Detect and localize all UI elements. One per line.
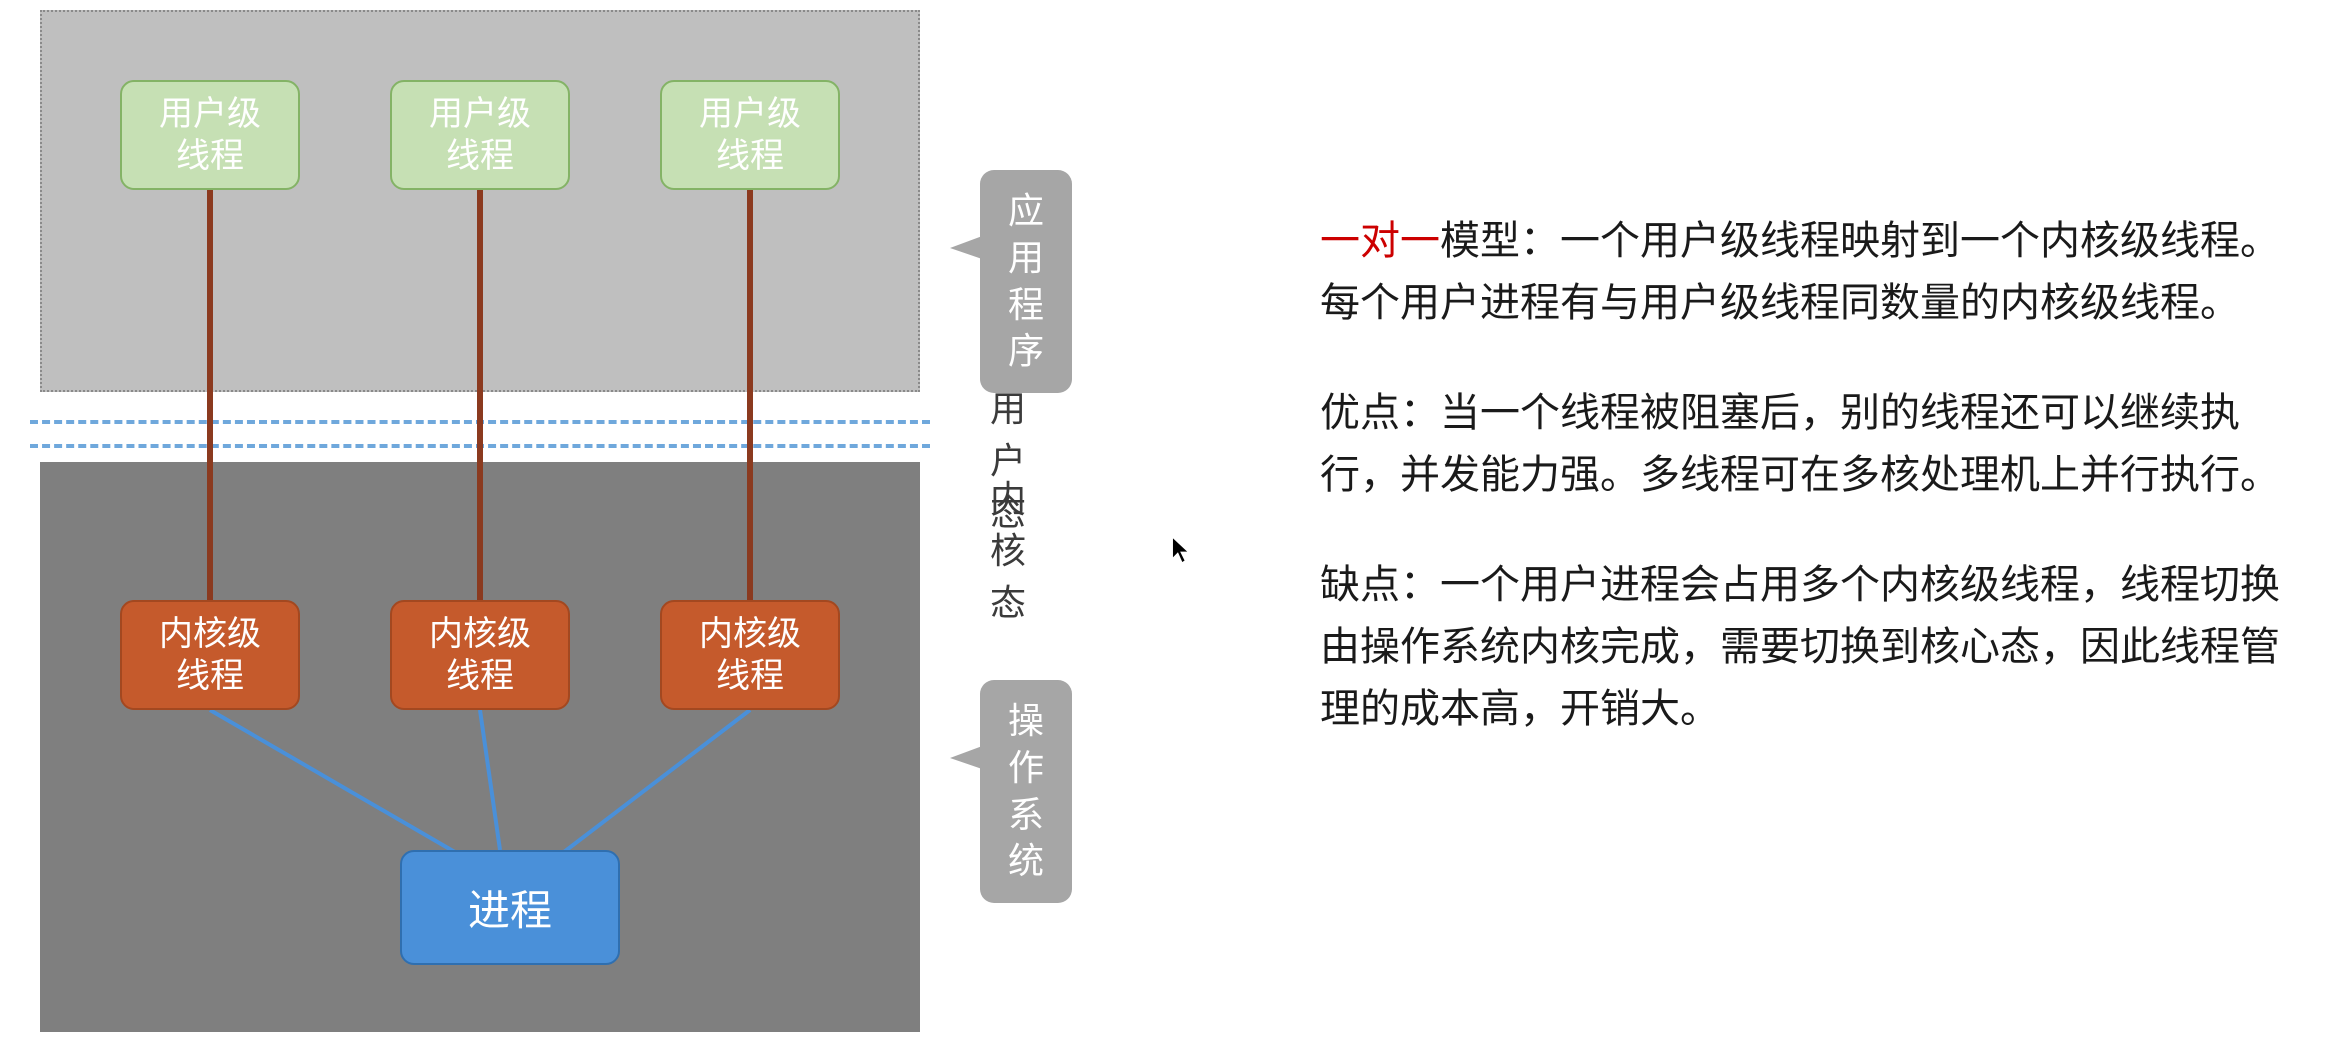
kernel-thread-line1: 内核级 [699,613,801,656]
user-thread-line1: 用户级 [699,93,801,136]
kernel-thread-line2: 线程 [716,655,784,698]
kernel-thread-2: 内核级 线程 [390,600,570,710]
os-bubble-line2: 系统 [1008,794,1044,882]
os-bubble: 操作 系统 [980,680,1072,903]
app-bubble-tail-icon [950,230,985,265]
kernel-thread-line1: 内核级 [159,613,261,656]
cursor-icon [1170,535,1192,565]
user-thread-2: 用户级 线程 [390,80,570,190]
kernel-mode-label: 内核态 [990,470,1026,626]
app-bubble-line1: 应用 [1008,190,1044,278]
kernel-thread-line2: 线程 [176,655,244,698]
app-bubble-line2: 程序 [1008,284,1044,372]
kernel-thread-1: 内核级 线程 [120,600,300,710]
paragraph-disadvantage: 缺点：一个用户进程会占用多个内核级线程，线程切换由操作系统内核完成，需要切换到核… [1320,554,2280,740]
user-thread-line2: 线程 [716,135,784,178]
p1-rest: 模型：一个用户级线程映射到一个内核级线程。每个用户进程有与用户级线程同数量的内核… [1320,219,2280,325]
explanation-text: 一对一模型：一个用户级线程映射到一个内核级线程。每个用户进程有与用户级线程同数量… [1320,210,2280,788]
kernel-thread-line2: 线程 [446,655,514,698]
process-box: 进程 [400,850,620,965]
diagram-panel: 用户级 线程 用户级 线程 用户级 线程 内核级 线程 内核级 线程 内核级 线… [30,10,930,1030]
os-bubble-tail-icon [950,740,985,775]
paragraph-advantage: 优点：当一个线程被阻塞后，别的线程还可以继续执行，并发能力强。多线程可在多核处理… [1320,382,2280,506]
user-thread-1: 用户级 线程 [120,80,300,190]
user-thread-3: 用户级 线程 [660,80,840,190]
highlight-term: 一对一 [1320,219,1440,263]
process-label: 进程 [468,877,552,938]
app-bubble: 应用 程序 [980,170,1072,393]
kernel-thread-3: 内核级 线程 [660,600,840,710]
user-thread-line2: 线程 [176,135,244,178]
user-thread-line1: 用户级 [159,93,261,136]
paragraph-model: 一对一模型：一个用户级线程映射到一个内核级线程。每个用户进程有与用户级线程同数量… [1320,210,2280,334]
os-bubble-line1: 操作 [1008,700,1044,788]
user-thread-line1: 用户级 [429,93,531,136]
user-thread-line2: 线程 [446,135,514,178]
kernel-thread-line1: 内核级 [429,613,531,656]
